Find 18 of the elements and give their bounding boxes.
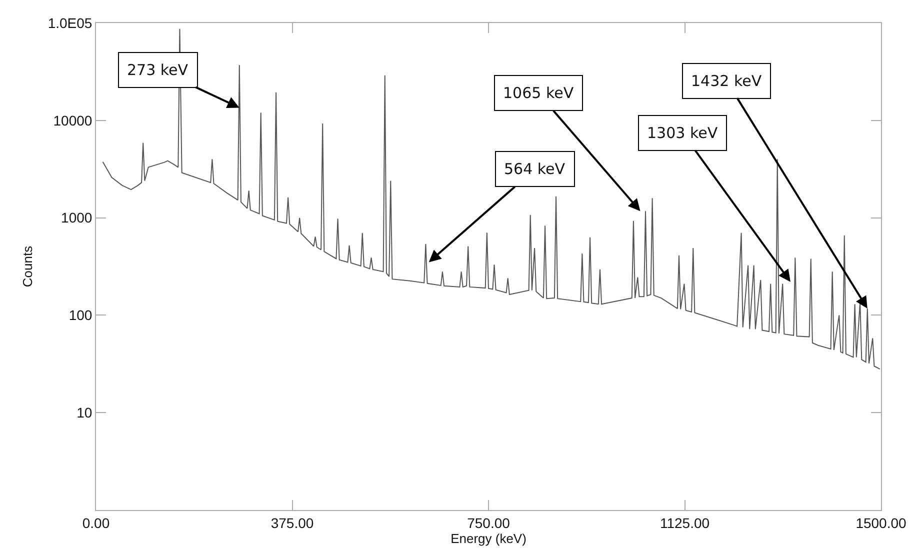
annotation: 564 keV xyxy=(504,160,566,178)
annotation: 1432 keV xyxy=(691,72,762,90)
x-tick-label: 750.00 xyxy=(467,514,510,531)
x-tick-label: 375.00 xyxy=(270,514,314,531)
y-tick-label: 10000 xyxy=(53,112,92,128)
x-axis-title: Energy (keV) xyxy=(450,530,526,546)
y-tick-label: 10 xyxy=(76,404,92,420)
annotation: 1303 keV xyxy=(647,124,718,142)
x-tick-label: 1500.00 xyxy=(856,514,907,531)
y-axis-title: Counts xyxy=(20,245,35,288)
annotation: 273 keV xyxy=(127,61,189,79)
line-series xyxy=(102,28,880,370)
x-tick-label: 1125.00 xyxy=(660,514,710,531)
y-tick-label: 1.0E05 xyxy=(48,14,92,31)
x-tick-label: 0.00 xyxy=(82,514,110,531)
annotation: 1065 keV xyxy=(503,84,574,102)
y-tick-label: 100 xyxy=(68,307,92,324)
y-tick-label: 1000 xyxy=(61,210,92,226)
